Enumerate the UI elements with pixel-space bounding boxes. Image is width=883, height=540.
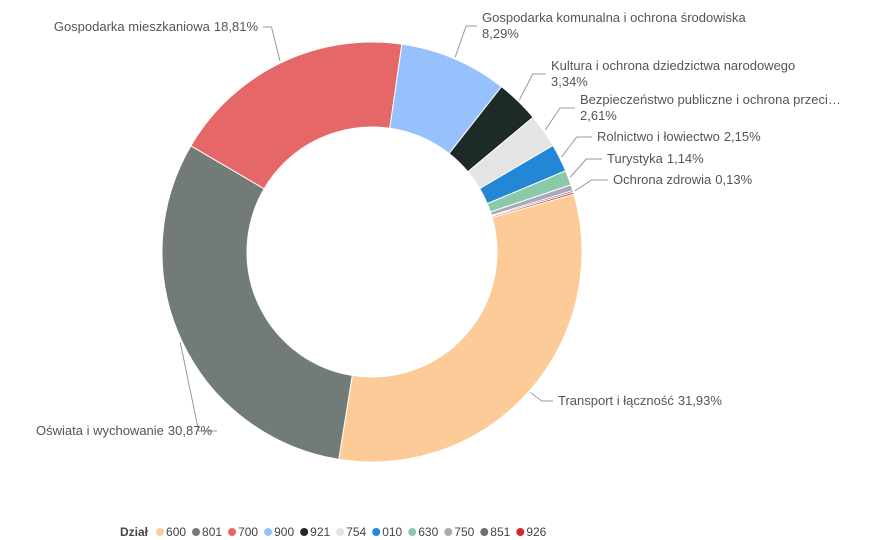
label-value: 2,15% [724, 129, 761, 144]
leader-line [544, 107, 575, 131]
leader-line [454, 25, 477, 58]
legend-label: 900 [274, 525, 294, 539]
label-value: 31,93% [678, 393, 723, 408]
legend-label: 754 [346, 525, 366, 539]
label-name: Transport i łączność [558, 393, 674, 408]
label-value: 0,13% [715, 172, 752, 187]
legend-swatch [300, 528, 309, 536]
slice-label: Turystyka 1,14% [607, 151, 704, 166]
leader-line [263, 26, 281, 62]
slice [491, 191, 575, 219]
label-value: 18,81% [214, 19, 259, 34]
legend-swatch [372, 528, 381, 536]
legend-label: 921 [310, 525, 330, 539]
legend-swatch [228, 528, 237, 536]
legend-label: 630 [418, 525, 438, 539]
slice [338, 193, 583, 463]
legend-title: Dział [120, 525, 149, 539]
label-value: 30,87% [168, 423, 213, 438]
legend-label: 750 [454, 525, 474, 539]
label-name: Rolnictwo i łowiectwo [597, 129, 720, 144]
label-name: Oświata i wychowanie [36, 423, 164, 438]
legend-label: 851 [490, 525, 510, 539]
leader-line [561, 136, 592, 158]
legend-label: 700 [238, 525, 258, 539]
slice-label: Gospodarka komunalna i ochrona środowisk… [482, 10, 747, 41]
label-value: 1,14% [667, 151, 704, 166]
label-value: 8,29% [482, 26, 519, 41]
legend-swatch [516, 528, 525, 536]
label-value: 2,61% [580, 108, 617, 123]
legend-label: 926 [526, 525, 546, 539]
leader-line [179, 342, 217, 432]
legend-swatch [192, 528, 201, 536]
label-name: Gospodarka komunalna i ochrona środowisk… [482, 10, 747, 25]
label-value: 3,34% [551, 74, 588, 89]
leader-line [530, 392, 553, 402]
slice-label: Kultura i ochrona dziedzictwa narodowego… [551, 58, 795, 89]
legend-label: 600 [166, 525, 186, 539]
leader-line [574, 179, 608, 192]
legend-swatch [336, 528, 345, 536]
leader-line [519, 73, 546, 100]
legend-swatch [444, 528, 453, 536]
legend-swatch [264, 528, 273, 536]
label-name: Ochrona zdrowia [613, 172, 712, 187]
legend-swatch [408, 528, 417, 536]
slice-label: Oświata i wychowanie 30,87% [36, 423, 212, 438]
legend-label: 010 [382, 525, 402, 539]
label-name: Kultura i ochrona dziedzictwa narodowego [551, 58, 795, 73]
label-name: Bezpieczeństwo publiczne i ochrona przec… [580, 92, 841, 107]
slice-label: Rolnictwo i łowiectwo 2,15% [597, 129, 761, 144]
legend-swatch [480, 528, 489, 536]
leader-line [569, 158, 602, 178]
slice-label: Ochrona zdrowia 0,13% [613, 172, 753, 187]
slice-label: Bezpieczeństwo publiczne i ochrona przec… [580, 92, 841, 123]
legend-label: 801 [202, 525, 222, 539]
slice-label: Transport i łączność 31,93% [558, 393, 722, 408]
label-name: Gospodarka mieszkaniowa [54, 19, 211, 34]
slice [161, 145, 353, 460]
slice [190, 41, 403, 190]
label-name: Turystyka [607, 151, 664, 166]
slice-label: Gospodarka mieszkaniowa 18,81% [54, 19, 259, 34]
legend-swatch [156, 528, 165, 536]
